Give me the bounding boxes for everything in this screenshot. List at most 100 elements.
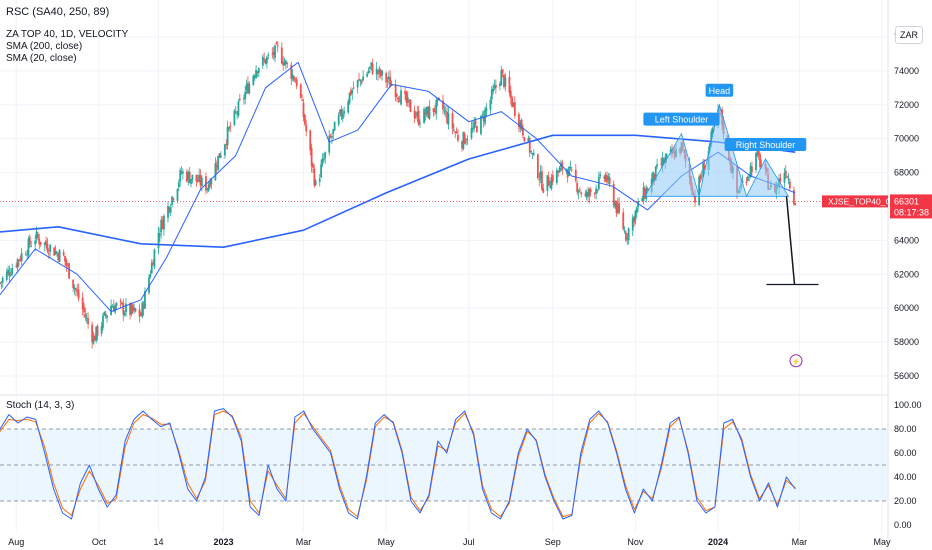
candle-body [794,203,797,206]
candle-body [343,111,346,114]
candle-body [158,233,161,236]
candle-body [340,109,343,117]
candle-body [68,263,70,279]
candle-body [110,305,112,315]
candle-body [375,68,378,75]
time-tick-label: 2023 [214,537,234,547]
candle-body [452,129,455,131]
candle-body [454,132,457,134]
candle-body [434,110,436,112]
candle-body [532,152,535,155]
candle-body [199,175,202,186]
candle-body [168,207,171,212]
candle-body [256,71,259,73]
candle-body [18,259,20,261]
candle-body [607,176,610,181]
candle-body [294,81,297,83]
candle-body [466,139,469,141]
candle-body [188,172,191,183]
candle-body [699,175,702,179]
candle-body [580,192,583,195]
candle-body [104,313,107,316]
candle-body [419,122,421,125]
symbol-badge-text: XJSE_TOP40_CFD [828,196,903,206]
candle-body [347,101,350,113]
head-badge [705,83,734,97]
left-shoulder-badge [643,112,720,126]
candle-body [73,287,76,289]
candle-body [138,309,141,317]
candle-body [616,204,619,214]
candle-body [570,169,573,171]
candle-body [446,111,448,123]
candle-body [8,271,11,276]
sma20-legend: SMA (20, close) [6,53,77,64]
candle-body [93,336,96,341]
candle-body [198,174,201,181]
time-tick-label: Jul [463,537,475,547]
candle-body [635,207,638,213]
candle-body [549,186,551,188]
candle-body [500,70,503,86]
candle-body [656,164,658,167]
candle-body [711,128,714,135]
candle-body [386,80,389,82]
candle-body [404,91,406,95]
rsc-indicator-label: RSC (SA40, 250, 89) [6,6,110,18]
candle-body [39,241,42,245]
candle-body [599,174,602,177]
currency-button[interactable]: ZAR [895,26,923,44]
candle-body [255,69,257,78]
time-tick-label: May [378,537,396,547]
candle-body [398,100,401,103]
candle-body [444,111,447,113]
candle-body [394,84,397,98]
candle-body [200,177,203,187]
candle-body [236,113,238,115]
candle-body [219,155,222,158]
candle-body [291,74,294,79]
candle-body [481,114,484,116]
candle-body [783,173,786,183]
candle-body [710,131,713,145]
candle-body [471,127,474,130]
candle-body [337,115,340,125]
price-tick-label: 64000 [894,235,919,245]
right-shoulder-badge-text: Right Shoulder [736,140,796,150]
candle-body [332,128,335,134]
candle-body [644,188,646,199]
candle-body [66,264,69,266]
candle-body [54,250,57,254]
candle-body [751,166,753,172]
candle-body [252,75,255,85]
candle-body [541,171,543,190]
candle-body [215,165,218,168]
price-tick-label: 72000 [894,100,919,110]
candle-body [378,68,381,73]
candle-body [527,137,530,142]
candle-body [351,89,354,94]
candle-body [225,144,228,146]
candle-body [95,326,98,341]
candle-body [368,66,371,69]
last-price-value: 66301 [894,196,919,206]
candle-body [167,206,169,218]
candle-body [160,219,163,233]
candle-body [396,94,398,96]
candle-body [92,336,95,344]
candle-body [286,63,289,65]
candle-body [134,308,137,312]
candle-body [432,108,435,113]
candle-body [390,85,393,87]
candle-body [482,116,485,122]
candle-body [46,243,49,252]
candle-body [539,171,542,179]
candle-body [43,242,46,245]
candle-body [205,176,207,191]
candle-body [642,187,645,201]
candle-body [389,76,392,88]
candle-body [350,90,352,95]
candle-body [490,89,493,100]
candle-body [83,306,85,313]
